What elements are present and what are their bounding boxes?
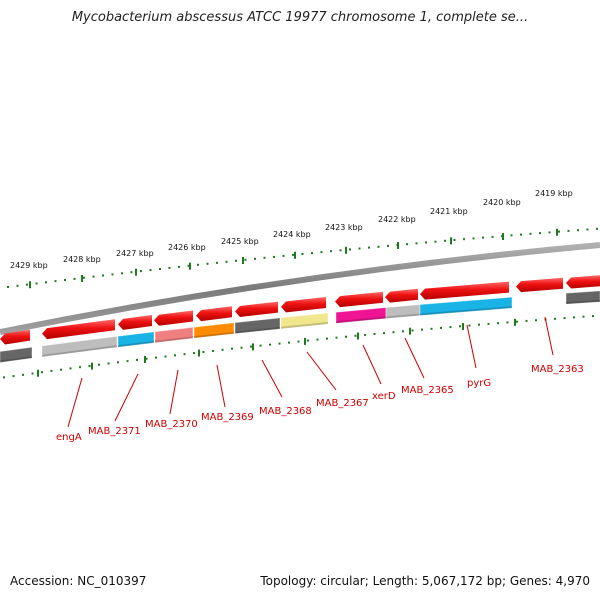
- gene-label: MAB_2369: [201, 412, 254, 423]
- kbp-label: 2426 kbp: [168, 243, 206, 252]
- reverse-gene-block: [234, 317, 281, 335]
- gene-label: engA: [56, 432, 82, 443]
- gene-label: MAB_2363: [531, 364, 584, 375]
- accession-label: Accession: NC_010397: [10, 574, 147, 588]
- reverse-gene-block: [419, 296, 513, 316]
- gene-leader-line: [114, 373, 139, 422]
- reverse-gene-block: [154, 326, 194, 344]
- reverse-gene-block: [41, 335, 118, 358]
- chromosome-backbone: [0, 242, 600, 335]
- gene-label: pyrG: [467, 378, 491, 389]
- forward-gene-arrow: [281, 296, 326, 313]
- gene-label: MAB_2370: [145, 419, 198, 430]
- genes-count-text: Genes: 4,970: [509, 574, 590, 588]
- gene-label: xerD: [372, 391, 396, 402]
- gene-label: MAB_2365: [401, 385, 454, 396]
- gene-leader-line: [261, 359, 283, 398]
- genome-stats: Topology: circular; Length: 5,067,172 bp…: [260, 574, 590, 588]
- kbp-label: 2423 kbp: [325, 223, 363, 232]
- kbp-label: 2429 kbp: [10, 261, 48, 270]
- inner-tick-row: [3, 315, 594, 379]
- kbp-label: 2427 kbp: [116, 249, 154, 258]
- forward-gene-arrow: [420, 281, 509, 300]
- gene-leader-line: [404, 337, 425, 379]
- reverse-gene-block: [280, 312, 329, 330]
- kbp-label: 2428 kbp: [63, 255, 101, 264]
- gene-leader-line: [306, 351, 337, 391]
- kbp-label: 2420 kbp: [483, 198, 521, 207]
- forward-gene-arrow: [118, 315, 152, 330]
- gene-label: MAB_2367: [316, 398, 369, 409]
- gene-label: MAB_2371: [88, 426, 141, 437]
- reverse-gene-block: [193, 322, 235, 339]
- forward-gene-arrow: [0, 329, 30, 345]
- forward-gene-arrow: [335, 291, 383, 308]
- topology-text: Topology: circular;: [260, 574, 369, 588]
- gene-leader-line: [169, 369, 179, 415]
- forward-gene-arrow: [42, 319, 115, 340]
- kbp-label: 2425 kbp: [221, 237, 259, 246]
- kbp-label: 2421 kbp: [430, 207, 468, 216]
- forward-gene-arrow: [154, 310, 193, 326]
- reverse-gene-block: [565, 290, 600, 305]
- forward-gene-arrow: [385, 288, 418, 303]
- forward-gene-arrow: [235, 301, 278, 317]
- gene-leader-line: [216, 364, 226, 408]
- gene-leader-line: [544, 316, 554, 356]
- kbp-tick-row: [7, 227, 598, 289]
- forward-gene-arrow: [566, 275, 600, 289]
- gene-leader-line: [466, 324, 477, 369]
- forward-gene-arrow: [196, 306, 232, 322]
- kbp-label: 2424 kbp: [273, 230, 311, 239]
- reverse-gene-block: [117, 331, 155, 348]
- forward-gene-arrow: [516, 277, 563, 293]
- gene-leader-line: [362, 344, 382, 385]
- gene-label: MAB_2368: [259, 406, 312, 417]
- kbp-label: 2419 kbp: [535, 189, 573, 198]
- map-title: Mycobacterium abscessus ATCC 19977 chrom…: [71, 10, 529, 25]
- gene-leader-line: [67, 377, 83, 428]
- length-text: Length: 5,067,172 bp;: [372, 574, 507, 588]
- reverse-strand-genes: [0, 290, 600, 363]
- forward-strand-genes: [0, 275, 600, 345]
- kbp-label: 2422 kbp: [378, 215, 416, 224]
- reverse-gene-block: [0, 346, 33, 363]
- kbp-labels: 2429 kbp 2428 kbp 2427 kbp 2426 kbp 2425 kbp…: [10, 189, 573, 270]
